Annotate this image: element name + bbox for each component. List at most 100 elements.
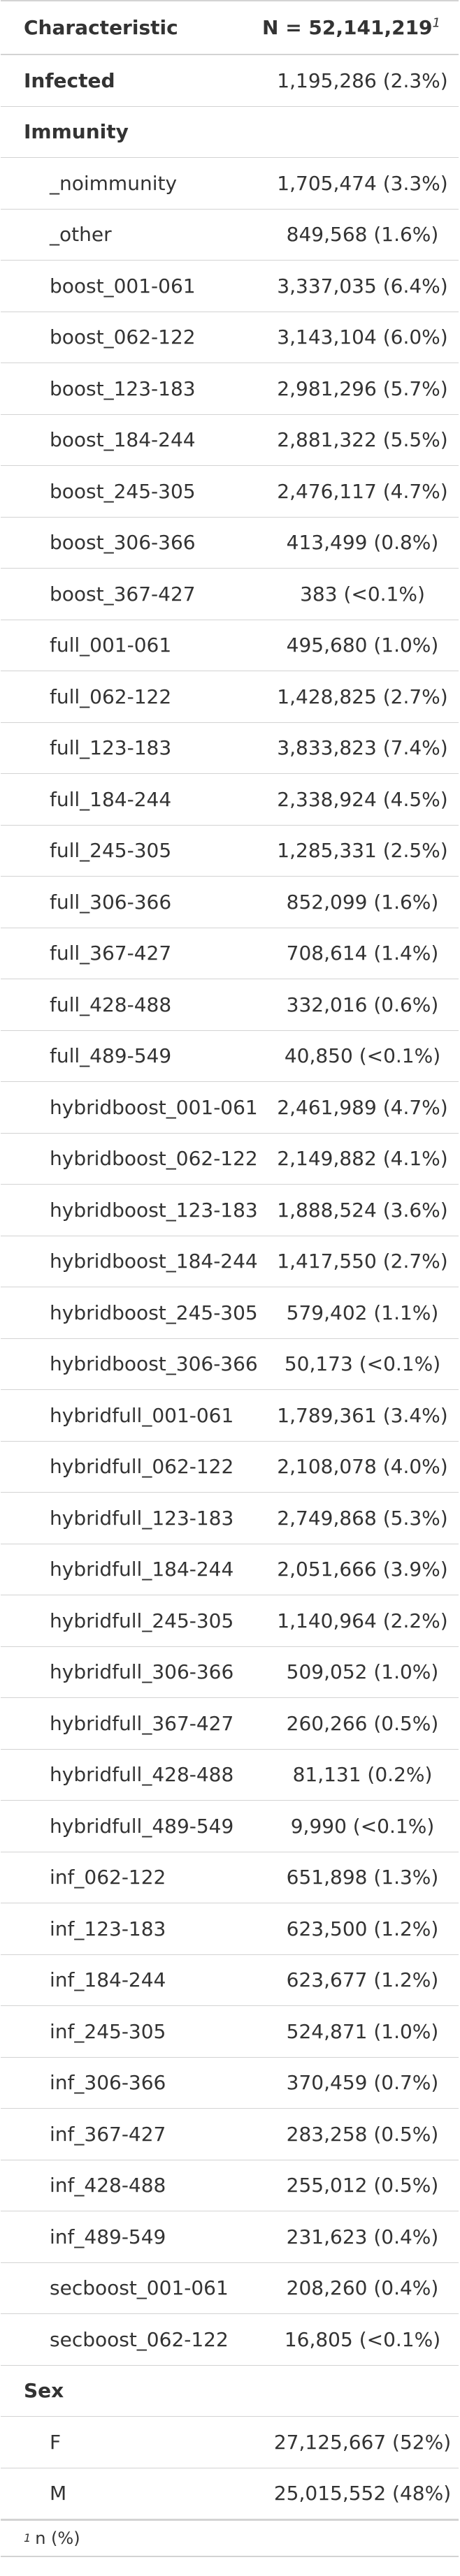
table-row: Infected 1,195,286 (2.3%): [1, 55, 459, 107]
table-row: Immunity: [1, 107, 459, 158]
footnote-text: n (%): [35, 2529, 80, 2548]
row-label: hybridboost_184-244: [50, 1250, 258, 1273]
row-value: 208,260 (0.4%): [286, 2276, 439, 2300]
table-row: hybridboost_001-061 2,461,989 (4.7%): [1, 1082, 459, 1134]
row-label: M: [50, 2482, 67, 2505]
table-body: Infected 1,195,286 (2.3%) Immunity _noimmun…: [1, 55, 459, 2519]
row-label: hybridfull_062-122: [50, 1455, 234, 1479]
row-value: 260,266 (0.5%): [286, 1711, 439, 1735]
row-value: 495,680 (1.0%): [286, 634, 439, 657]
summary-table: Characteristic N = 52,141,2191 Infected 1…: [1, 0, 459, 2521]
table-row: hybridboost_245-305 579,402 (1.1%): [1, 1287, 459, 1339]
row-value: 283,258 (0.5%): [286, 2122, 439, 2146]
table-row: boost_001-061 3,337,035 (6.4%): [1, 261, 459, 312]
row-value: 1,195,286 (2.3%): [277, 68, 448, 92]
row-value: 1,888,524 (3.6%): [277, 1198, 448, 1222]
row-label: F: [50, 2430, 62, 2454]
table-row: inf_367-427 283,258 (0.5%): [1, 2109, 459, 2160]
row-label: full_184-244: [50, 787, 172, 811]
row-label: hybridboost_306-366: [50, 1352, 258, 1376]
row-value: 1,428,825 (2.7%): [277, 685, 448, 708]
row-label: full_306-366: [50, 890, 172, 914]
row-label: Immunity: [24, 120, 129, 144]
table-row: _other 849,568 (1.6%): [1, 210, 459, 261]
row-value: 651,898 (1.3%): [286, 1866, 439, 1889]
row-label: _other: [50, 223, 112, 247]
table-row: boost_306-366 413,499 (0.8%): [1, 518, 459, 569]
row-label: secboost_062-122: [50, 2327, 229, 2351]
footnote-marker: 1: [432, 15, 440, 31]
table-row: hybridboost_184-244 1,417,550 (2.7%): [1, 1236, 459, 1287]
row-value: 2,749,868 (5.3%): [277, 1506, 448, 1530]
table-row: boost_245-305 2,476,117 (4.7%): [1, 466, 459, 518]
column-header-n-label: N = 52,141,219: [262, 16, 433, 39]
row-value: 255,012 (0.5%): [286, 2174, 439, 2197]
table-row: full_306-366 852,099 (1.6%): [1, 877, 459, 928]
table-row: hybridfull_306-366 509,052 (1.0%): [1, 1647, 459, 1698]
row-value: 50,173 (<0.1%): [284, 1352, 441, 1376]
table-row: inf_245-305 524,871 (1.0%): [1, 2006, 459, 2058]
row-label: boost_367-427: [50, 582, 196, 606]
table-row: full_001-061 495,680 (1.0%): [1, 620, 459, 671]
table-row: boost_367-427 383 (<0.1%): [1, 569, 459, 620]
table-row: full_367-427 708,614 (1.4%): [1, 928, 459, 979]
row-value: 2,149,882 (4.1%): [277, 1147, 448, 1171]
table-row: hybridboost_062-122 2,149,882 (4.1%): [1, 1134, 459, 1185]
row-label: hybridfull_428-488: [50, 1763, 234, 1787]
table-row: inf_184-244 623,677 (1.2%): [1, 1955, 459, 2006]
table-row: hybridfull_245-305 1,140,964 (2.2%): [1, 1595, 459, 1647]
table-row: hybridfull_184-244 2,051,666 (3.9%): [1, 1544, 459, 1595]
row-value: 1,285,331 (2.5%): [277, 839, 448, 863]
row-value: 2,881,322 (5.5%): [277, 428, 448, 452]
table-row: secboost_001-061 208,260 (0.4%): [1, 2263, 459, 2314]
column-header-n: N = 52,141,2191: [262, 16, 459, 39]
row-value: 9,990 (<0.1%): [290, 1814, 435, 1838]
row-label: inf_428-488: [50, 2174, 166, 2197]
row-label: boost_062-122: [50, 325, 196, 349]
row-label: _noimmunity: [50, 171, 178, 195]
table-row: hybridfull_367-427 260,266 (0.5%): [1, 1698, 459, 1750]
row-label: full_367-427: [50, 942, 172, 965]
row-value: 27,125,667 (52%): [273, 2430, 452, 2454]
row-label: inf_062-122: [50, 1866, 166, 1889]
row-value: 3,143,104 (6.0%): [277, 325, 448, 349]
row-value: 623,500 (1.2%): [286, 1917, 439, 1940]
row-value: 2,338,924 (4.5%): [277, 787, 448, 811]
table-row: secboost_062-122 16,805 (<0.1%): [1, 2314, 459, 2366]
row-value: 579,402 (1.1%): [286, 1301, 439, 1324]
table-row: boost_062-122 3,143,104 (6.0%): [1, 312, 459, 363]
table-row: M 25,015,552 (48%): [1, 2468, 459, 2519]
row-value: 2,051,666 (3.9%): [277, 1558, 448, 1581]
row-value: 231,623 (0.4%): [286, 2225, 439, 2248]
table-row: Sex: [1, 2366, 459, 2417]
row-label: boost_184-244: [50, 428, 196, 452]
row-value: 852,099 (1.6%): [286, 890, 439, 914]
table-row: hybridfull_062-122 2,108,078 (4.0%): [1, 1442, 459, 1493]
row-label: full_428-488: [50, 993, 172, 1016]
row-label: inf_306-366: [50, 2071, 166, 2095]
row-label: full_245-305: [50, 839, 172, 863]
row-label: inf_245-305: [50, 2019, 166, 2043]
row-value: 623,677 (1.2%): [286, 1968, 439, 1992]
row-value: 3,833,823 (7.4%): [277, 736, 448, 760]
table-row: hybridfull_489-549 9,990 (<0.1%): [1, 1801, 459, 1852]
row-label: full_001-061: [50, 634, 172, 657]
row-label: hybridboost_062-122: [50, 1147, 258, 1171]
table-row: full_428-488 332,016 (0.6%): [1, 979, 459, 1031]
row-value: 16,805 (<0.1%): [284, 2327, 441, 2351]
row-value: 3,337,035 (6.4%): [277, 274, 448, 298]
row-label: inf_489-549: [50, 2225, 166, 2248]
row-label: hybridfull_123-183: [50, 1506, 234, 1530]
table-row: hybridfull_123-183 2,749,868 (5.3%): [1, 1493, 459, 1544]
row-label: boost_123-183: [50, 376, 196, 400]
row-label: full_489-549: [50, 1044, 172, 1068]
row-value: 509,052 (1.0%): [286, 1660, 439, 1684]
table-row: F 27,125,667 (52%): [1, 2417, 459, 2468]
table-row: full_245-305 1,285,331 (2.5%): [1, 826, 459, 877]
row-label: hybridboost_245-305: [50, 1301, 258, 1324]
row-label: Infected: [24, 68, 115, 92]
row-value: 383 (<0.1%): [300, 582, 425, 606]
row-label: inf_123-183: [50, 1917, 166, 1940]
row-value: 81,131 (0.2%): [292, 1763, 433, 1787]
table-row: inf_306-366 370,459 (0.7%): [1, 2058, 459, 2109]
